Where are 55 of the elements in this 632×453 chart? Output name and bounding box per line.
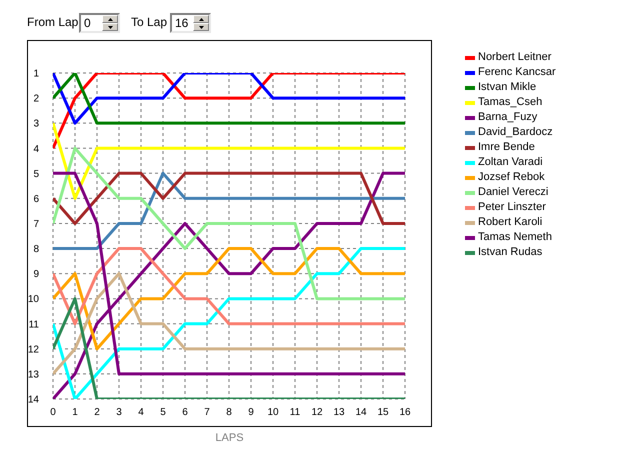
x-tick-label: 2: [94, 407, 100, 418]
line-series: [53, 172, 405, 250]
y-tick-label: 9: [33, 269, 40, 280]
number-field: 16: [170, 13, 211, 33]
line-series: [53, 247, 405, 350]
x-tick-label: 1: [72, 407, 78, 418]
line-series: [53, 247, 405, 326]
x-tick-label: 5: [160, 407, 166, 418]
x-tick-label: 0: [50, 407, 56, 418]
x-tick-label: 16: [399, 407, 411, 418]
line-series: [53, 272, 405, 376]
x-tick-label: 6: [182, 407, 188, 418]
x-tick-label: 8: [226, 407, 232, 418]
legend-label: Istvan Rudas: [478, 246, 542, 259]
y-tick-label: 5: [33, 168, 40, 180]
x-tick-label: 13: [333, 407, 345, 418]
x-tick-label: 9: [248, 407, 254, 418]
legend-label: Zoltan Varadi: [478, 156, 543, 169]
legend-label: Istvan Mikle: [478, 81, 536, 94]
x-tick-label: 14: [355, 407, 367, 418]
legend-label: Norbert Leitner: [478, 51, 552, 64]
y-tick-label: 14: [28, 394, 40, 406]
y-tick-label: 11: [28, 319, 40, 330]
legend-label: Barna_Fuzy: [478, 111, 538, 124]
text: From Lap: [27, 15, 78, 29]
number-field: 0: [79, 13, 120, 33]
line-series: [53, 146, 405, 300]
legend-label: David_Bardocz: [478, 126, 553, 139]
x-tick-label: 12: [311, 407, 323, 418]
legend-label: Peter Linszter: [478, 201, 546, 214]
legend-label: Robert Karoli: [478, 216, 542, 229]
x-tick-label: 10: [267, 407, 279, 418]
x-axis-title: LAPS: [215, 432, 244, 444]
y-tick-label: 7: [33, 219, 40, 230]
y-tick-label: 4: [33, 144, 40, 155]
y-tick-label: 1: [33, 68, 40, 80]
y-tick-label: 6: [33, 194, 40, 205]
legend-label: Jozsef Rebok: [478, 171, 545, 184]
legend-label: Tamas_Cseh: [478, 96, 542, 109]
legend-label: Daniel Vereczi: [478, 186, 548, 199]
x-tick-label: 4: [138, 407, 144, 418]
x-tick-label: 7: [204, 407, 210, 418]
x-tick-label: 11: [290, 407, 301, 418]
x-tick-label: 3: [116, 407, 122, 418]
y-tick-label: 2: [33, 94, 40, 105]
y-tick-label: 12: [28, 344, 40, 356]
text: To Lap: [131, 15, 168, 29]
legend-label: Tamas Nemeth: [478, 231, 552, 244]
legend-label: Ferenc Kancsar: [478, 66, 556, 79]
y-tick-label: 8: [33, 244, 40, 256]
legend-label: Imre Bende: [478, 141, 535, 154]
y-tick-label: 13: [28, 369, 40, 380]
x-tick-label: 15: [377, 407, 389, 418]
y-tick-label: 3: [33, 118, 40, 130]
y-tick-label: 10: [28, 294, 40, 306]
